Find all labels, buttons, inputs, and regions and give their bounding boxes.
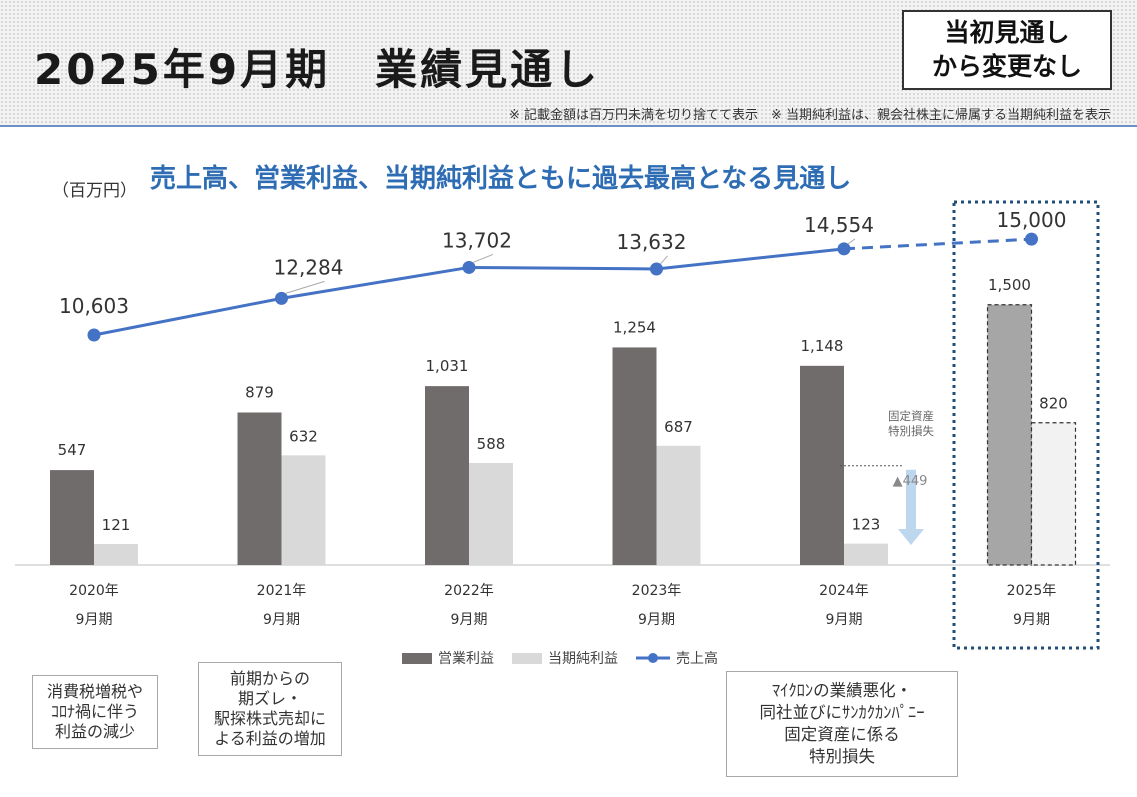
footnote: ※ 記載金額は百万円未満を切り捨てて表示 ※ 当期純利益は、親会社株主に帰属する… — [508, 108, 1111, 123]
legend-item-net: 当期純利益 — [512, 648, 618, 668]
sales-label: 15,000 — [997, 208, 1067, 232]
bar-net-profit — [656, 445, 701, 565]
category-period-label: 9月期 — [638, 612, 675, 628]
sales-label-leader — [285, 280, 325, 294]
bar-net-profit — [1030, 422, 1077, 566]
sales-label: 10,603 — [59, 294, 129, 318]
legend-label-operating: 営業利益 — [438, 651, 494, 667]
label-operating-profit: 1,031 — [426, 357, 469, 375]
sales-point — [275, 291, 288, 305]
sales-label: 12,284 — [274, 255, 344, 279]
note-box-2-line: よる利益の増加 — [214, 729, 326, 748]
chart-legend: 営業利益 当期純利益 売上高 — [402, 648, 736, 668]
legend-item-operating: 営業利益 — [402, 648, 494, 668]
sales-label: 14,554 — [804, 213, 874, 237]
category-period-label: 9月期 — [76, 612, 113, 628]
label-operating-profit: 1,254 — [613, 318, 656, 336]
label-operating-profit: 547 — [58, 441, 87, 459]
label-net-profit: 123 — [852, 516, 881, 534]
legend-swatch-net — [512, 652, 542, 664]
bar-operating-profit — [50, 470, 94, 565]
category-year-label: 2020年 — [69, 583, 119, 599]
category-period-label: 9月期 — [1013, 612, 1050, 628]
bar-operating-profit — [425, 386, 469, 565]
badge-line-2: から変更なし — [931, 52, 1082, 81]
bar-operating-profit — [612, 347, 657, 565]
sales-point — [650, 262, 663, 276]
note-box-3-line: 特別損失 — [809, 747, 875, 766]
note-box-1-line: 消費税増税や — [46, 682, 143, 701]
legend-label-net: 当期純利益 — [548, 651, 618, 667]
label-net-profit: 820 — [1039, 395, 1068, 413]
bar-net-profit — [844, 543, 888, 565]
label-net-profit: 687 — [664, 418, 693, 436]
note-box-1: 消費税増税や ｺﾛﾅ禍に伴う 利益の減少 — [32, 675, 158, 749]
note-box-2-line: 前期からの — [229, 669, 310, 688]
status-badge: 当初見通し から変更なし — [902, 10, 1112, 90]
label-net-profit: 632 — [289, 427, 318, 445]
category-year-label: 2023年 — [632, 583, 682, 599]
legend-label-sales: 売上高 — [676, 651, 718, 667]
bar-operating-profit — [237, 412, 282, 565]
sales-label-leader — [847, 238, 856, 245]
note-box-3-line: 固定資産に係る — [784, 725, 900, 744]
sales-point — [837, 242, 851, 256]
label-net-profit: 588 — [477, 435, 506, 453]
legend-swatch-sales — [636, 653, 670, 663]
category-period-label: 9月期 — [451, 612, 488, 628]
note-box-3: ﾏｲｸﾛﾝの業績悪化・ 同社並びにｻﾝｶｸｶﾝﾊﾟﾆｰ 固定資産に係る 特別損失 — [726, 671, 958, 777]
header-divider — [0, 125, 1137, 127]
bar-operating-profit — [800, 365, 844, 565]
sales-point — [462, 260, 476, 274]
category-year-label: 2024年 — [819, 583, 869, 599]
note-box-1-line: 利益の減少 — [54, 722, 135, 741]
label-net-profit: 121 — [102, 516, 131, 534]
category-period-label: 9月期 — [263, 612, 300, 628]
category-year-label: 2022年 — [444, 583, 494, 599]
sales-label: 13,702 — [442, 228, 512, 252]
label-operating-profit: 1,500 — [988, 276, 1031, 294]
category-year-label: 2025年 — [1007, 583, 1057, 599]
legend-item-sales: 売上高 — [636, 648, 718, 668]
bar-net-profit — [94, 544, 138, 565]
page-title: 2025年9月期 業績見通し — [34, 45, 601, 94]
note-box-2: 前期からの 期ズレ・ 駅探株式売却に よる利益の増加 — [198, 662, 342, 756]
category-period-label: 9月期 — [826, 612, 863, 628]
bar-operating-profit — [986, 304, 1033, 566]
legend-swatch-operating — [402, 652, 432, 664]
note-box-2-line: 駅探株式売却に — [213, 709, 326, 728]
category-year-label: 2021年 — [257, 583, 307, 599]
note-box-3-line: 同社並びにｻﾝｶｸｶﾝﾊﾟﾆｰ — [759, 703, 925, 722]
loss-annotation-title: 特別損失 — [888, 424, 934, 438]
sales-label: 13,632 — [617, 230, 687, 254]
note-box-1-line: ｺﾛﾅ禍に伴う — [50, 702, 139, 721]
loss-annotation-value: ▲449 — [893, 474, 928, 489]
loss-arrow — [898, 469, 924, 545]
badge-line-1: 当初見通し — [944, 18, 1070, 47]
sales-label-leader — [472, 253, 494, 263]
note-box-3-line: ﾏｲｸﾛﾝの業績悪化・ — [771, 681, 913, 700]
bar-net-profit — [281, 455, 326, 565]
loss-annotation-title: 固定資産 — [888, 409, 934, 423]
label-operating-profit: 879 — [245, 383, 274, 401]
note-box-2-line: 期ズレ・ — [237, 689, 302, 708]
sales-line-forecast — [843, 237, 1032, 251]
label-operating-profit: 1,148 — [801, 337, 844, 355]
bar-net-profit — [469, 462, 513, 565]
sales-point — [87, 328, 101, 342]
sales-point — [1025, 232, 1038, 246]
chart-headline: 売上高、営業利益、当期純利益ともに過去最高となる見通し — [150, 164, 852, 194]
forecast-highlight-box — [952, 200, 1100, 650]
unit-label: （百万円） — [52, 181, 137, 201]
sales-label-leader — [660, 255, 668, 265]
